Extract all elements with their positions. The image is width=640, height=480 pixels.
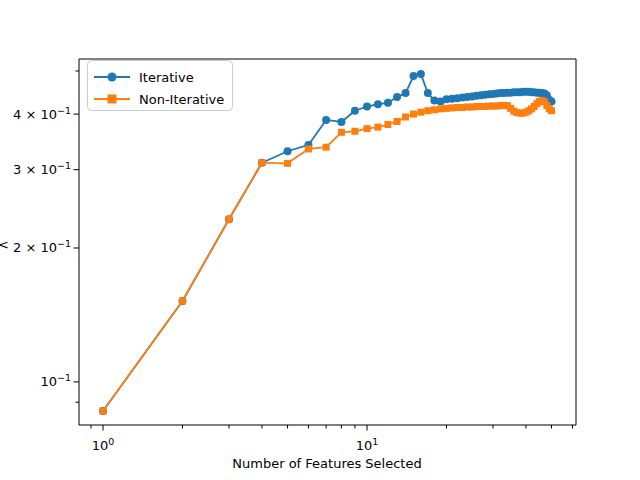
data-point-marker: [424, 107, 431, 114]
y-tick-label: 4 × 10−1: [13, 105, 71, 122]
data-point-marker: [364, 125, 371, 132]
legend-sample-marker: [108, 95, 117, 104]
x-tick-label: 100: [92, 436, 115, 453]
data-point-marker: [394, 118, 401, 125]
axes: 100 101 4 × 10−1 3 × 10−1 2 × 10−1 10−1: [13, 59, 576, 453]
legend: Iterative Non-Iterative: [88, 61, 233, 111]
data-point-marker: [384, 99, 392, 107]
data-point-marker: [417, 70, 425, 78]
figure-canvas: 100 101 4 × 10−1 3 × 10−1 2 × 10−1 10−1 Itera…: [0, 0, 640, 480]
chart-figure: 100 101 4 × 10−1 3 × 10−1 2 × 10−1 10−1 Itera…: [0, 0, 640, 480]
series-line: [103, 74, 552, 411]
data-point-marker: [402, 114, 409, 121]
data-point-marker: [323, 144, 330, 151]
legend-label-iterative: Iterative: [139, 70, 194, 85]
data-point-marker: [258, 159, 265, 166]
data-point-marker: [374, 124, 381, 131]
data-point-marker: [417, 109, 424, 116]
axes-spines: [79, 59, 576, 425]
legend-label-non-iterative: Non-Iterative: [139, 92, 224, 107]
data-point-marker: [100, 408, 107, 415]
data-point-marker: [374, 100, 382, 108]
data-point-marker: [410, 111, 417, 118]
data-point-marker: [179, 298, 186, 305]
data-point-marker: [393, 93, 401, 101]
y-tick-label: 2 × 10−1: [13, 238, 71, 255]
series-iterative: [99, 70, 556, 415]
series-layer: [99, 70, 556, 415]
data-point-marker: [351, 128, 358, 135]
y-axis-title-clipped: <: [0, 237, 9, 252]
data-point-marker: [351, 107, 359, 115]
data-point-marker: [384, 121, 391, 128]
y-tick-label: 3 × 10−1: [13, 160, 71, 177]
data-point-marker: [338, 129, 345, 136]
data-point-marker: [284, 147, 292, 155]
data-point-marker: [409, 72, 417, 80]
data-point-marker: [548, 107, 555, 114]
data-point-marker: [363, 103, 371, 111]
data-point-marker: [225, 216, 232, 223]
data-point-marker: [402, 89, 410, 97]
data-point-marker: [431, 106, 438, 113]
data-point-marker: [284, 160, 291, 167]
x-tick-label: 101: [356, 436, 379, 453]
data-point-marker: [305, 145, 312, 152]
data-point-marker: [322, 116, 330, 124]
y-tick-label: 10−1: [40, 372, 71, 389]
data-point-marker: [337, 118, 345, 126]
data-point-marker: [424, 89, 432, 97]
series-non-iterative: [100, 97, 556, 414]
legend-sample-marker: [108, 73, 117, 82]
x-axis-title: Number of Features Selected: [232, 456, 421, 471]
